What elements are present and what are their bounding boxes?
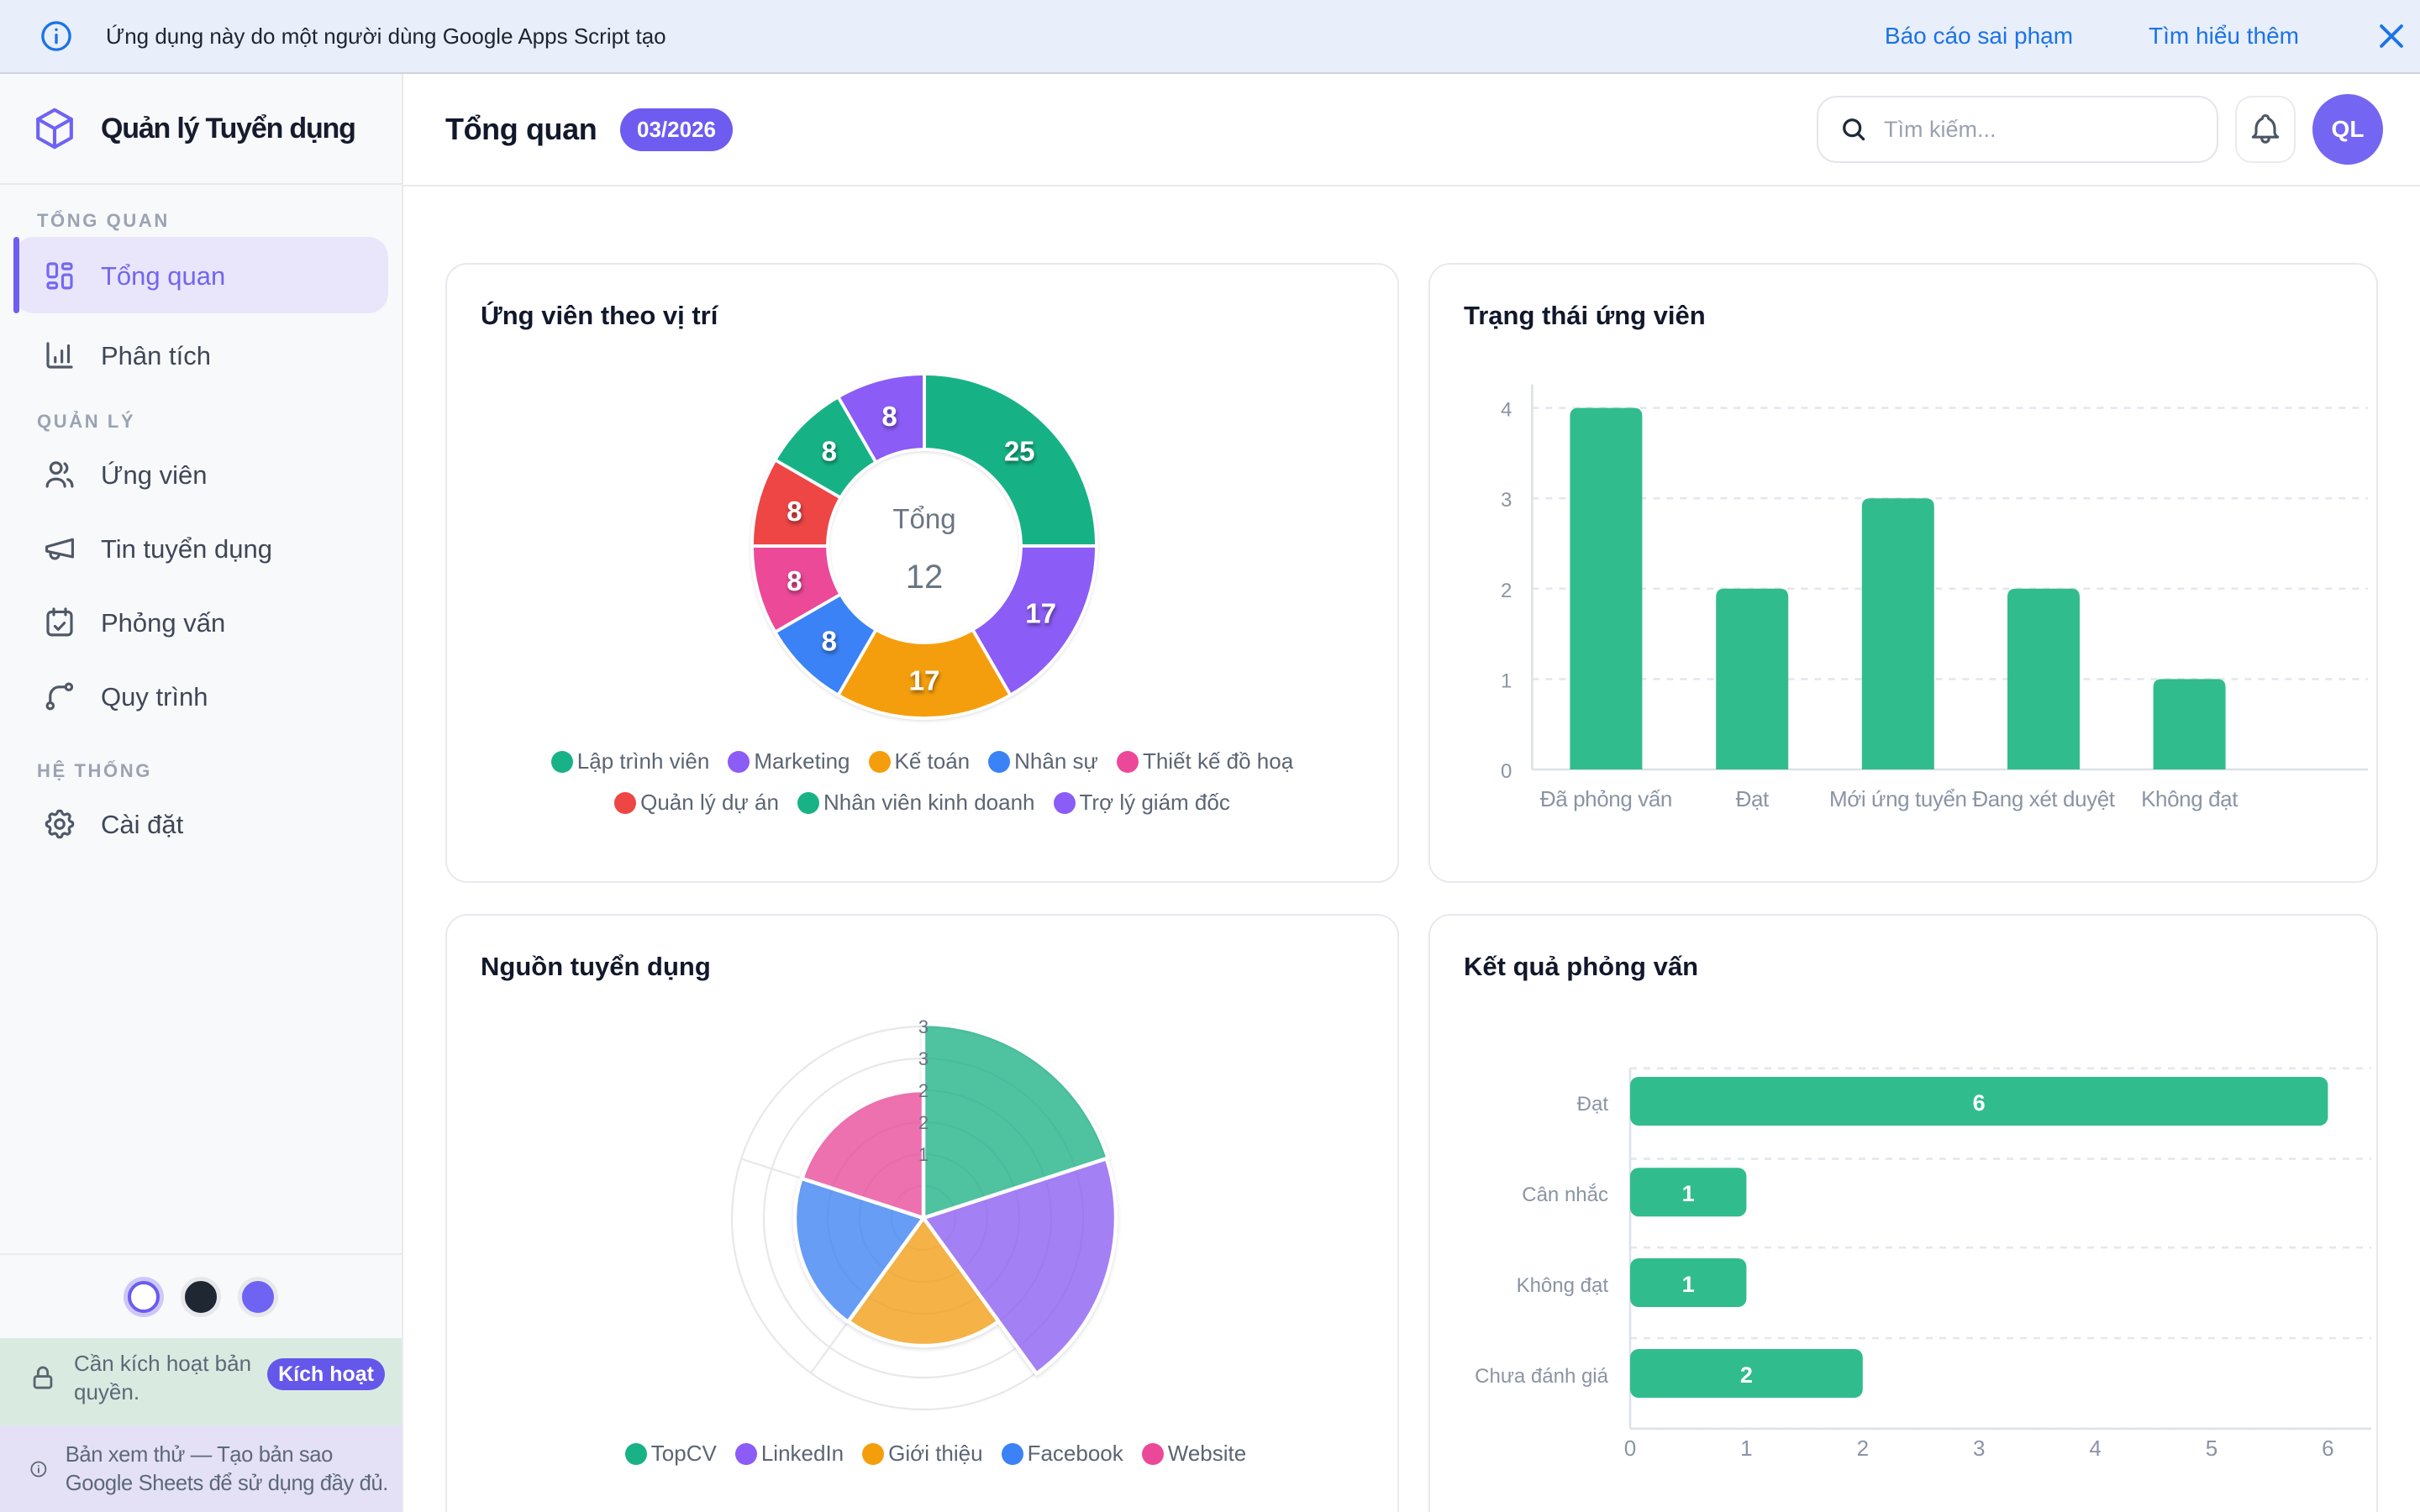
svg-text:0: 0: [1501, 760, 1512, 783]
svg-text:1: 1: [1682, 1272, 1695, 1297]
svg-text:6: 6: [2322, 1436, 2333, 1461]
svg-text:8: 8: [786, 565, 802, 596]
svg-text:3: 3: [918, 1016, 929, 1037]
svg-text:12: 12: [906, 559, 944, 596]
svg-text:17: 17: [909, 665, 940, 696]
svg-text:Đạt: Đạt: [1736, 786, 1770, 811]
svg-text:0: 0: [1624, 1436, 1636, 1461]
svg-text:Chưa đánh giá: Chưa đánh giá: [1475, 1365, 1609, 1388]
svg-text:8: 8: [786, 496, 802, 527]
svg-text:Cân nhắc: Cân nhắc: [1522, 1184, 1608, 1206]
svg-text:8: 8: [822, 435, 837, 466]
svg-text:4: 4: [2089, 1436, 2101, 1461]
svg-text:2: 2: [1501, 580, 1512, 602]
svg-text:3: 3: [1501, 489, 1512, 512]
svg-text:Mới ứng tuyển: Mới ứng tuyển: [1829, 786, 1967, 811]
svg-text:6: 6: [1973, 1090, 1986, 1116]
svg-text:Không đạt: Không đạt: [1517, 1274, 1609, 1297]
svg-text:2: 2: [1740, 1362, 1753, 1388]
svg-text:Không đạt: Không đạt: [2141, 786, 2238, 811]
svg-text:2: 2: [918, 1112, 929, 1133]
svg-text:25: 25: [1004, 435, 1035, 466]
svg-text:8: 8: [822, 626, 837, 657]
svg-text:17: 17: [1025, 598, 1056, 629]
svg-text:8: 8: [881, 401, 897, 432]
svg-text:1: 1: [1682, 1181, 1695, 1206]
svg-text:Đang xét duyệt: Đang xét duyệt: [1972, 786, 2115, 811]
svg-text:2: 2: [1857, 1436, 1869, 1461]
svg-text:3: 3: [1973, 1436, 1985, 1461]
svg-text:4: 4: [1501, 399, 1512, 422]
svg-text:Đạt: Đạt: [1577, 1093, 1609, 1116]
svg-text:Tổng: Tổng: [892, 503, 955, 534]
svg-text:1: 1: [918, 1144, 929, 1165]
svg-text:5: 5: [2206, 1436, 2217, 1461]
svg-text:Đã phỏng vấn: Đã phỏng vấn: [1540, 786, 1672, 811]
svg-text:3: 3: [918, 1048, 929, 1069]
svg-text:2: 2: [918, 1080, 929, 1101]
svg-text:1: 1: [1501, 669, 1512, 692]
svg-text:1: 1: [1740, 1436, 1752, 1461]
